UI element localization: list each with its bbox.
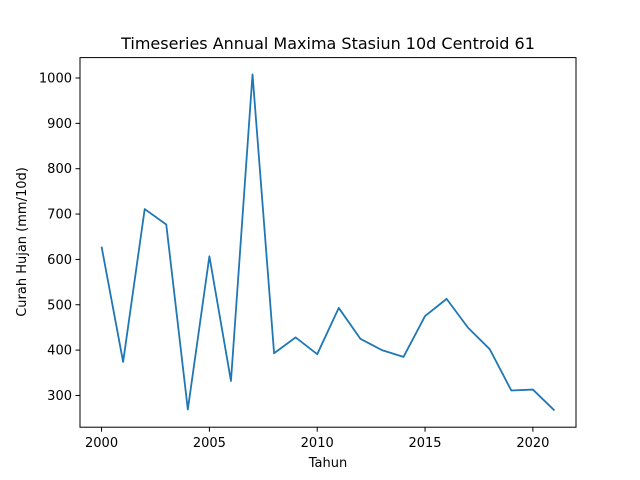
y-tick-label: 500 <box>47 298 72 313</box>
y-axis-ticks: 300 400 500 600 700 800 900 1000 <box>39 72 80 404</box>
y-tick-label: 300 <box>47 389 72 404</box>
x-tick-label: 2010 <box>301 436 334 451</box>
y-tick-label: 1000 <box>39 72 72 87</box>
y-tick-label: 400 <box>47 344 72 359</box>
x-tick-label: 2000 <box>85 436 118 451</box>
y-axis-label: Curah Hujan (mm/10d) <box>15 167 30 317</box>
plot-area-frame <box>79 57 577 428</box>
chart-title: Timeseries Annual Maxima Stasiun 10d Cen… <box>120 34 535 53</box>
x-tick-label: 2020 <box>516 436 549 451</box>
y-tick-label: 900 <box>47 117 72 132</box>
x-tick-label: 2015 <box>408 436 441 451</box>
x-tick-label: 2005 <box>193 436 226 451</box>
x-axis-ticks: 2000 2005 2010 2015 2020 <box>85 427 549 451</box>
x-axis-label: Tahun <box>308 456 347 471</box>
y-tick-label: 700 <box>47 208 72 223</box>
y-tick-label: 800 <box>47 162 72 177</box>
series-line <box>100 73 556 412</box>
y-tick-label: 600 <box>47 253 72 268</box>
